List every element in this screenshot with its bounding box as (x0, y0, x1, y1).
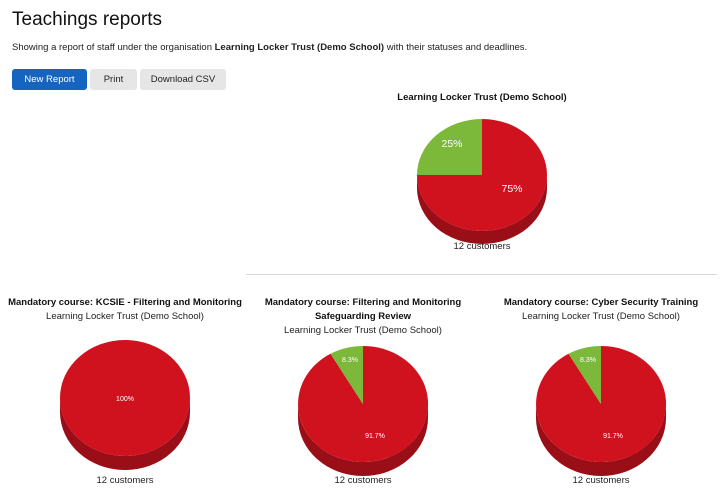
main-pie-side (417, 175, 547, 244)
filtering-pie-chart: 91.7% 8.3% (298, 345, 429, 476)
kcsie-pie-graphic (60, 340, 190, 470)
cyber-pie-graphic (536, 345, 667, 476)
filtering-chart-count: 12 customers (334, 475, 392, 486)
main-chart-title: Learning Locker Trust (Demo School) (397, 92, 567, 103)
filtering-pie-slice-green (330, 346, 363, 404)
kcsie-chart-count: 12 customers (96, 475, 154, 486)
filtering-pie-side (298, 404, 428, 476)
filtering-pie-graphic (298, 345, 429, 476)
cyber-pie-side (536, 404, 666, 476)
main-chart-count: 12 customers (453, 241, 511, 252)
new-report-button[interactable]: New Report (12, 69, 87, 90)
filtering-chart-org: Learning Locker Trust (Demo School) (284, 325, 442, 336)
page-subtitle: Showing a report of staff under the orga… (12, 42, 527, 53)
kcsie-pie-chart: 100% (60, 340, 190, 470)
main-pie-graphic (417, 119, 547, 244)
cyber-pie-label-green: 8.3% (580, 357, 596, 364)
filtering-pie-label-red: 91.7% (365, 433, 385, 440)
divider (246, 274, 717, 275)
filtering-pie-label-green: 8.3% (342, 357, 358, 364)
main-pie-chart: 75% 25% (417, 119, 547, 244)
subtitle-prefix: Showing a report of staff under the orga… (12, 42, 215, 53)
kcsie-pie-side (60, 398, 190, 470)
filtering-chart-title: Mandatory course: Filtering and Monitori… (238, 296, 488, 324)
cyber-chart-title: Mandatory course: Cyber Security Trainin… (503, 297, 699, 308)
cyber-pie-slice-green (568, 346, 601, 404)
subtitle-organisation: Learning Locker Trust (Demo School) (214, 42, 385, 53)
kcsie-chart-org: Learning Locker Trust (Demo School) (46, 311, 204, 322)
main-pie-slice-green (417, 119, 482, 175)
filtering-chart-title-line2: Safeguarding Review (314, 311, 412, 322)
cyber-chart-org: Learning Locker Trust (Demo School) (522, 311, 680, 322)
filtering-chart-title-line1: Mandatory course: Filtering and Monitori… (264, 297, 462, 308)
filtering-pie-slice-red (298, 345, 429, 462)
cyber-pie-label-red: 91.7% (603, 433, 623, 440)
main-pie-label-red: 75% (501, 183, 522, 195)
cyber-chart-count: 12 customers (572, 475, 630, 486)
main-pie-label-green: 25% (441, 138, 462, 150)
cyber-pie-slice-red (536, 345, 667, 462)
print-button[interactable]: Print (90, 69, 137, 90)
page-title: Teachings reports (12, 9, 162, 30)
cyber-pie-chart: 91.7% 8.3% (536, 345, 667, 476)
download-csv-button[interactable]: Download CSV (140, 69, 226, 90)
kcsie-chart-title: Mandatory course: KCSIE - Filtering and … (8, 297, 242, 308)
subtitle-suffix: with their statuses and deadlines. (384, 42, 528, 53)
kcsie-pie-label: 100% (116, 396, 134, 403)
kcsie-pie-slice-red (60, 340, 190, 456)
